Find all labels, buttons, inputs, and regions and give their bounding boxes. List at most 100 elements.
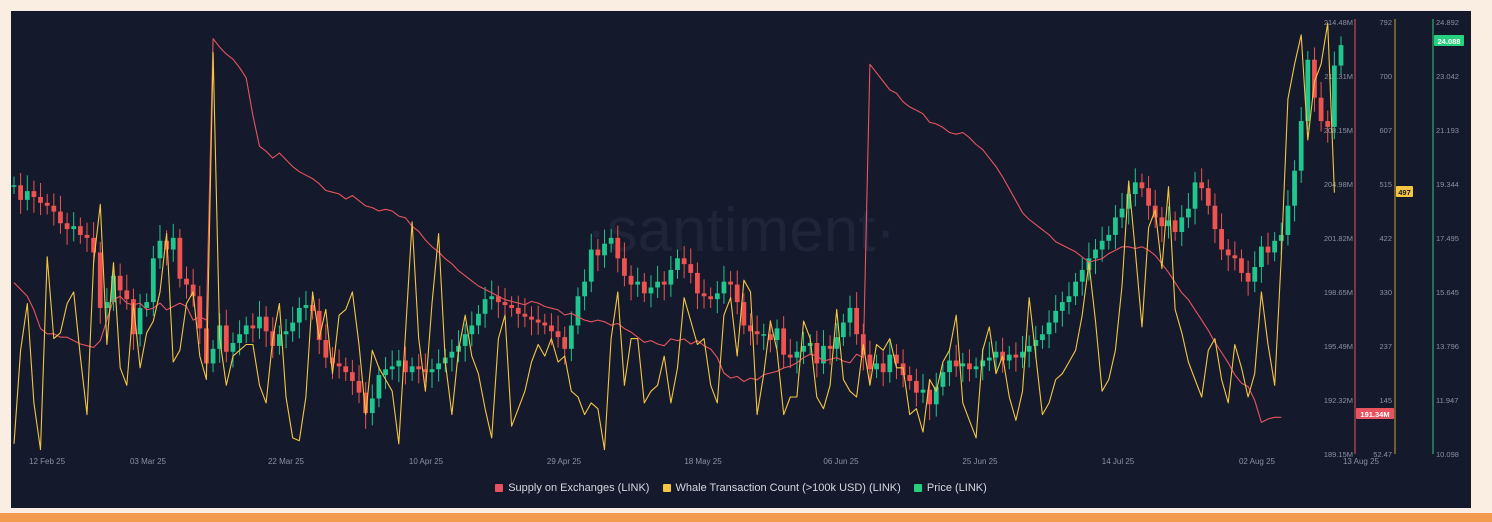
price-candle xyxy=(303,305,309,308)
price-candle xyxy=(562,337,568,349)
price-candle xyxy=(1006,354,1012,361)
price-candle xyxy=(986,357,992,361)
price-candle xyxy=(64,223,70,230)
legend-item-price[interactable]: Price (LINK) xyxy=(913,482,987,494)
price-candle xyxy=(940,372,946,387)
supply-current-badge-bg xyxy=(1356,408,1394,419)
price-axis-tick: 23.042 xyxy=(1436,72,1459,81)
price-candle xyxy=(1186,208,1191,218)
price-candle xyxy=(409,366,415,373)
price-candle xyxy=(137,307,143,335)
chart-canvas[interactable]: ·santiment· 12 Feb 25 03 Mar 25 22 Mar 25 10… xyxy=(11,11,1471,508)
x-tick-label: 10 Apr 25 xyxy=(409,457,444,466)
x-tick-label: 03 Mar 25 xyxy=(130,457,167,466)
price-candle xyxy=(708,296,714,300)
price-candle xyxy=(728,281,733,285)
price-candle xyxy=(781,328,787,355)
price-candle xyxy=(1093,249,1098,259)
price-candle xyxy=(622,258,627,276)
price-candle xyxy=(615,237,621,259)
x-tick-label: 29 Apr 25 xyxy=(547,457,582,466)
price-candle xyxy=(1053,310,1059,323)
price-candle xyxy=(58,211,63,224)
price-candle xyxy=(1331,65,1337,127)
price-candle xyxy=(960,363,966,367)
price-candle xyxy=(1026,345,1032,352)
price-candle xyxy=(1265,246,1271,253)
price-candle xyxy=(661,281,667,285)
whale-axis-tick: 700 xyxy=(1379,72,1392,81)
price-candle xyxy=(568,325,574,349)
price-candle xyxy=(104,302,110,308)
price-candle xyxy=(1079,269,1085,282)
whale-axis-tick: 52.47 xyxy=(1373,450,1392,459)
price-candle xyxy=(250,325,256,329)
whale-line xyxy=(13,22,1335,451)
price-candle xyxy=(754,331,760,335)
supply-axis-tick: 198.65M xyxy=(1324,288,1353,297)
price-candle xyxy=(1199,182,1205,189)
price-candle xyxy=(1132,182,1138,195)
price-candle xyxy=(721,281,727,294)
price-axis-tick: 19.344 xyxy=(1436,180,1459,189)
supply-current-badge: 191.34M xyxy=(1360,410,1389,419)
whale-axis-tick: 237 xyxy=(1379,342,1392,351)
price-candle xyxy=(1020,351,1025,358)
price-candle xyxy=(927,389,933,405)
price-candle xyxy=(1258,246,1264,268)
whale-axis-tick: 145 xyxy=(1379,396,1392,405)
legend-item-supply[interactable]: Supply on Exchanges (LINK) xyxy=(495,482,649,494)
price-axis-tick: 13.796 xyxy=(1436,342,1459,351)
price-candle xyxy=(635,281,641,285)
legend-item-whale[interactable]: Whale Transaction Count (>100k USD) (LIN… xyxy=(662,482,901,494)
price-candle xyxy=(1040,334,1045,341)
price-axis-tick: 17.495 xyxy=(1436,234,1459,243)
supply-line xyxy=(13,38,1282,423)
legend-swatch-supply xyxy=(495,484,504,492)
price-candle xyxy=(277,334,282,346)
price-candle xyxy=(376,375,382,399)
price-candle xyxy=(1252,267,1258,282)
price-candle xyxy=(1139,182,1145,189)
watermark: ·santiment· xyxy=(586,196,896,265)
price-axis-tick: 11.947 xyxy=(1436,396,1458,405)
legend-swatch-price xyxy=(913,484,922,492)
price-candle xyxy=(1066,296,1072,303)
price-candle xyxy=(695,272,700,294)
price-candle xyxy=(197,296,203,329)
price-candle xyxy=(887,354,893,373)
price-candle xyxy=(814,342,820,364)
price-candle xyxy=(628,275,634,285)
price-candle xyxy=(1099,240,1105,250)
price-candle xyxy=(177,237,183,279)
price-candle xyxy=(1033,340,1039,346)
bottom-accent-strip xyxy=(0,513,1492,522)
price-candle xyxy=(489,296,495,300)
price-candle xyxy=(170,237,176,250)
price-candle xyxy=(894,354,899,364)
supply-axis-tick: 211.31M xyxy=(1324,72,1353,81)
price-candle xyxy=(150,258,156,303)
price-candle xyxy=(801,345,806,352)
price-candle xyxy=(416,366,422,370)
price-candle xyxy=(1298,121,1304,171)
supply-axis-tick: 195.49M xyxy=(1324,342,1353,351)
price-axis-tick: 15.645 xyxy=(1436,288,1459,297)
x-tick-label: 12 Feb 25 xyxy=(29,457,66,466)
price-candle xyxy=(263,316,269,332)
price-candle xyxy=(575,296,581,326)
price-candle xyxy=(854,307,860,335)
price-candle xyxy=(641,281,647,294)
price-candle xyxy=(1166,220,1171,227)
price-candle xyxy=(124,290,130,300)
price-axis-tick: 21.193 xyxy=(1436,126,1459,135)
price-candle xyxy=(1338,45,1344,66)
supply-axis-tick: 214.48M xyxy=(1324,18,1353,27)
price-candle xyxy=(748,325,753,332)
price-candle xyxy=(38,196,43,203)
price-candle xyxy=(24,191,30,200)
price-candle xyxy=(462,334,468,346)
price-candle xyxy=(834,337,840,349)
supply-axis-tick: 208.15M xyxy=(1324,126,1353,135)
price-candle xyxy=(223,325,229,352)
